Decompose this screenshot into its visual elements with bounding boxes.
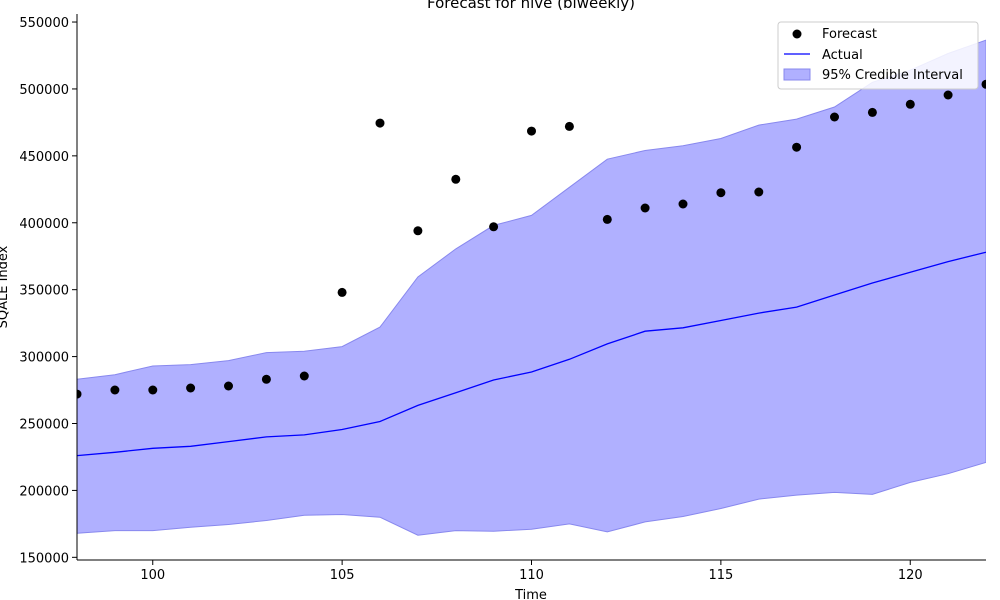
forecast-point: [110, 385, 120, 395]
legend-box: [777, 21, 979, 90]
forecast-point: [640, 203, 650, 213]
forecast-point: [716, 188, 726, 198]
actual-line: [77, 251, 986, 457]
chart-title: Forecast for hive (biweekly): [427, 0, 635, 12]
forecast-point: [905, 99, 915, 109]
y-tick-label: 250000: [19, 418, 69, 433]
legend-actual-label: Actual: [822, 48, 863, 63]
forecast-point: [981, 79, 986, 89]
forecast-point: [489, 222, 499, 232]
legend-band-label: 95% Credible Interval: [822, 68, 963, 83]
y-tick-label: 400000: [19, 217, 69, 232]
forecast-point: [299, 371, 309, 381]
y-tick-label: 450000: [19, 150, 69, 165]
y-axis-label: SQALE Index: [0, 245, 11, 328]
forecast-point: [148, 385, 158, 395]
forecast-point: [867, 107, 877, 117]
x-tick-label: 105: [330, 568, 355, 583]
x-tick-label: 110: [519, 568, 544, 583]
forecast-point: [792, 142, 802, 152]
legend: Forecast Actual 95% Credible Interval: [777, 21, 979, 90]
y-tick-label: 350000: [19, 284, 69, 299]
x-tick-label: 100: [140, 568, 165, 583]
x-axis-label: Time: [514, 588, 547, 600]
forecast-point: [527, 126, 536, 136]
forecast-point: [564, 121, 574, 131]
y-tick-label: 500000: [19, 83, 69, 98]
forecast-point: [77, 389, 82, 399]
forecast-point: [451, 174, 461, 184]
x-tick-label: 115: [708, 568, 733, 583]
forecast-point: [678, 199, 688, 209]
y-tick-label: 150000: [19, 551, 69, 566]
legend-band-marker: [783, 68, 811, 81]
forecast-point: [754, 187, 764, 197]
forecast-point: [224, 381, 233, 391]
y-tick-label: 200000: [19, 484, 69, 499]
forecast-point: [186, 383, 196, 393]
plot-area: [77, 39, 986, 536]
forecast-point: [413, 226, 423, 236]
forecast-point: [830, 112, 839, 122]
legend-forecast-label: Forecast: [822, 27, 877, 42]
y-tick-label: 550000: [19, 16, 69, 31]
forecast-point: [337, 287, 347, 297]
forecast-point: [602, 214, 612, 224]
forecast-point: [261, 374, 271, 384]
credible-interval-band: [77, 39, 986, 536]
y-tick-label: 300000: [19, 351, 69, 366]
forecast-point: [375, 118, 385, 128]
forecast-point: [943, 90, 953, 100]
axes: 100 105 110 115 120 150000 200000 250000 300000 3…: [19, 14, 986, 583]
legend-forecast-marker: [792, 29, 802, 39]
x-tick-label: 120: [898, 568, 923, 583]
